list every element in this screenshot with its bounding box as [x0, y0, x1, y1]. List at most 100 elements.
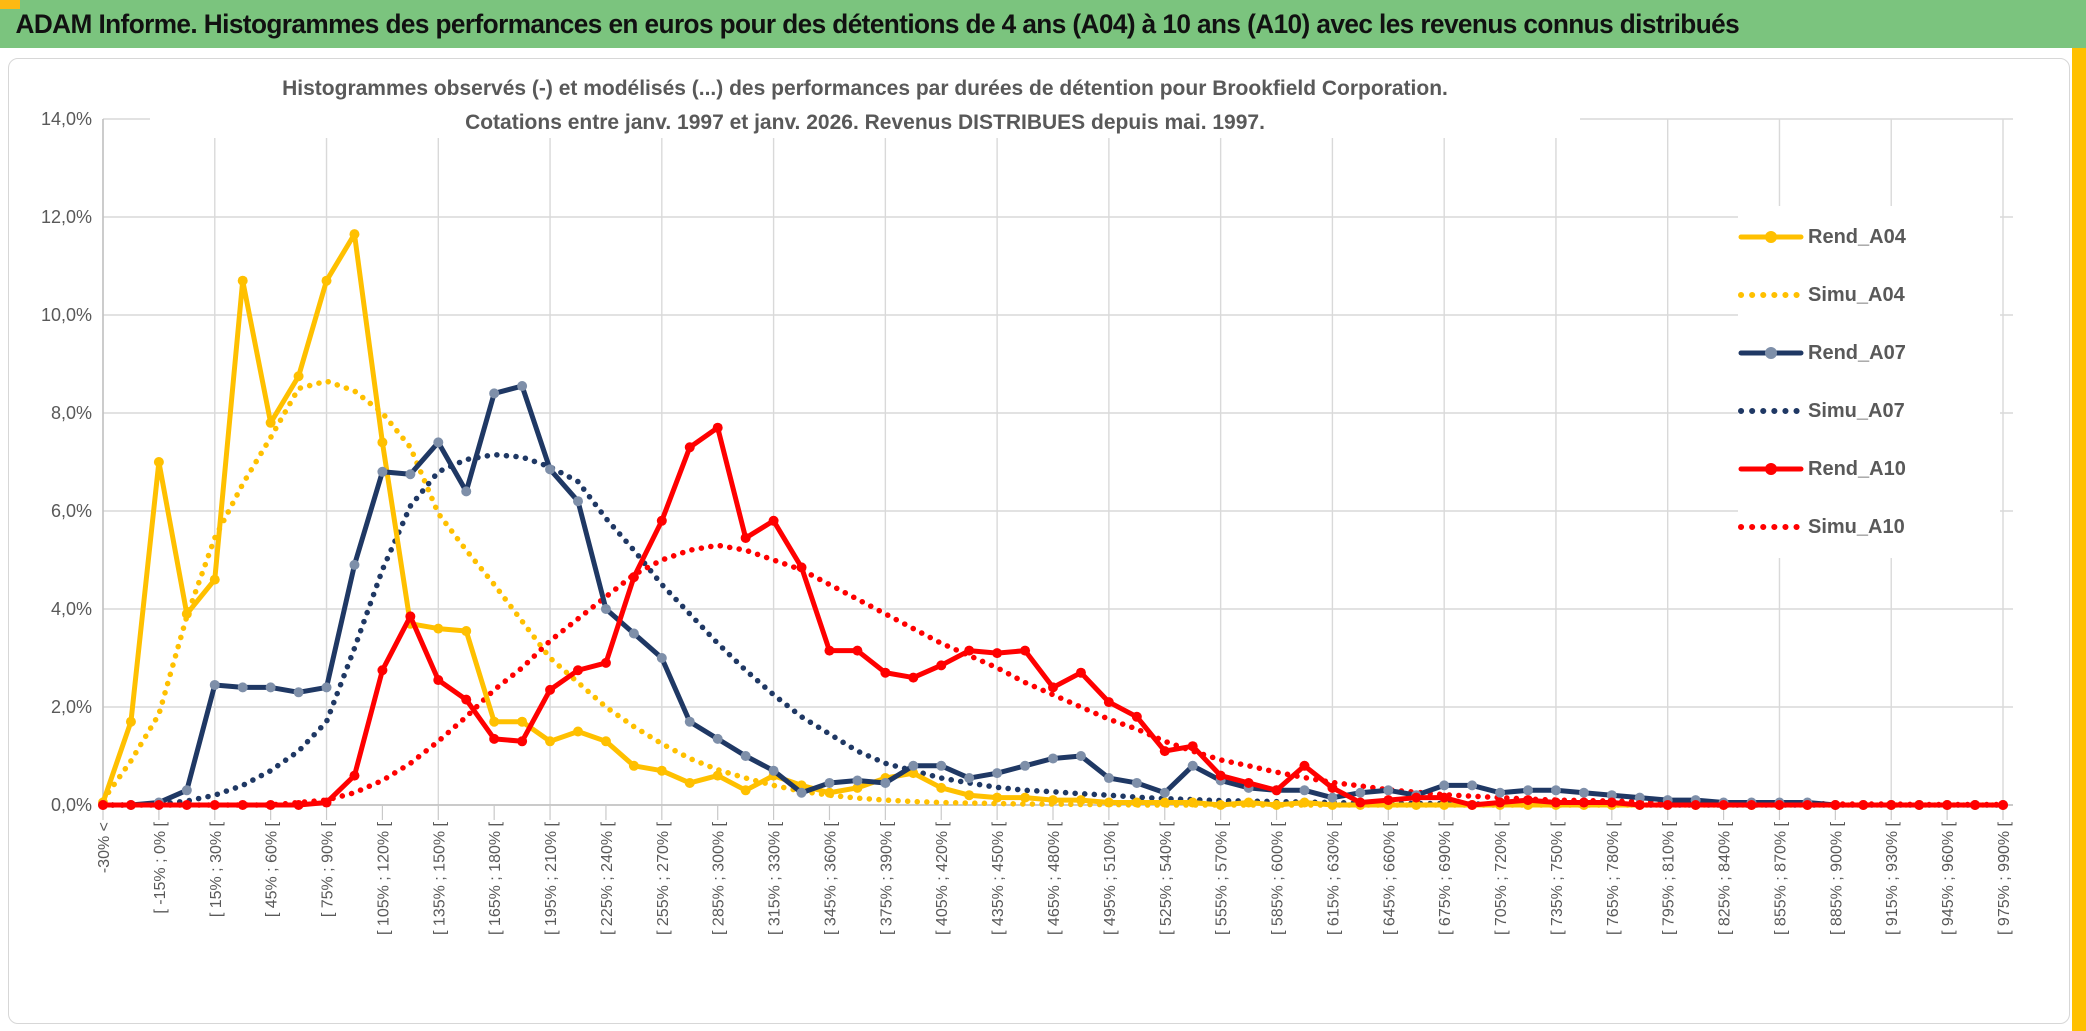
marker-Rend_A04 — [489, 716, 500, 727]
marker-Rend_A04 — [1439, 800, 1450, 810]
legend-dotted-sample-icon — [1738, 524, 1804, 530]
x-axis-tick-label: [ 765% ; 780% [ — [1605, 821, 1622, 935]
marker-Rend_A10 — [181, 800, 192, 810]
marker-Rend_A04 — [656, 765, 667, 776]
x-axis-tick-label: [ 495% ; 510% [ — [1102, 821, 1119, 935]
marker-Rend_A04 — [433, 623, 444, 634]
x-axis-tick-label: [ 555% ; 570% [ — [1214, 821, 1231, 935]
marker-Rend_A07 — [1187, 760, 1198, 771]
marker-Rend_A10 — [1271, 785, 1282, 796]
marker-Rend_A07 — [1383, 785, 1394, 796]
marker-Rend_A07 — [1075, 751, 1086, 761]
x-axis-tick-label: [ 975% ; 990% [ — [1996, 821, 2013, 935]
marker-Rend_A04 — [1215, 800, 1226, 810]
marker-Rend_A10 — [684, 442, 695, 453]
marker-Rend_A10 — [936, 660, 947, 671]
marker-Rend_A07 — [936, 760, 947, 771]
marker-Rend_A07 — [1467, 780, 1478, 791]
marker-Rend_A10 — [545, 684, 556, 695]
marker-Rend_A04 — [1243, 797, 1254, 808]
legend-item-Rend_A04[interactable]: Rend_A04 — [1738, 208, 2000, 266]
marker-Rend_A10 — [1020, 645, 1031, 656]
marker-Rend_A10 — [321, 797, 332, 808]
series-Simu_A10 — [100, 542, 2006, 808]
marker-Rend_A10 — [1299, 760, 1310, 771]
marker-Rend_A10 — [992, 648, 1003, 659]
marker-Rend_A07 — [209, 679, 220, 690]
marker-Rend_A10 — [1690, 800, 1701, 810]
x-axis-tick-label: [ 525% ; 540% [ — [1158, 821, 1175, 935]
marker-Rend_A04 — [265, 417, 276, 428]
x-axis-tick-label: [ 225% ; 240% [ — [599, 821, 616, 935]
legend-item-Rend_A07[interactable]: Rend_A07 — [1738, 324, 2000, 382]
marker-Rend_A10 — [824, 645, 835, 656]
legend-label: Simu_A10 — [1808, 515, 1905, 538]
marker-Rend_A07 — [1020, 760, 1031, 771]
marker-Rend_A04 — [1411, 800, 1422, 810]
x-axis-tick-label: [ 135% ; 150% [ — [431, 821, 448, 935]
marker-Rend_A10 — [1858, 800, 1869, 810]
marker-Rend_A10 — [1998, 800, 2008, 810]
marker-Rend_A07 — [684, 716, 695, 727]
marker-Rend_A10 — [880, 667, 891, 678]
marker-Rend_A07 — [880, 777, 891, 788]
marker-Rend_A04 — [936, 782, 947, 793]
marker-Rend_A10 — [1075, 667, 1086, 678]
marker-Rend_A04 — [573, 726, 583, 737]
marker-Rend_A07 — [1299, 785, 1310, 796]
marker-Rend_A04 — [545, 736, 556, 747]
marker-Rend_A10 — [628, 572, 639, 583]
chart-title-line2: Cotations entre janv. 1997 et janv. 2026… — [150, 108, 1580, 138]
marker-Rend_A07 — [545, 464, 556, 475]
legend-label: Simu_A04 — [1808, 283, 1905, 306]
x-axis-tick-label: [ 885% ; 900% [ — [1828, 821, 1845, 935]
series-Simu_A07 — [100, 451, 2006, 808]
y-axis-tick-label: 14,0% — [41, 109, 92, 129]
x-axis-tick-label: [ 375% ; 390% [ — [878, 821, 895, 935]
marker-Rend_A07 — [433, 437, 444, 448]
legend-item-Simu_A04[interactable]: Simu_A04 — [1738, 266, 2000, 324]
marker-Rend_A07 — [740, 751, 751, 761]
marker-Rend_A04 — [824, 787, 835, 798]
marker-Rend_A07 — [181, 785, 192, 796]
marker-Rend_A04 — [908, 768, 919, 779]
legend-dotted-sample-icon — [1738, 292, 1804, 298]
marker-Rend_A10 — [405, 611, 416, 622]
x-axis-tick-label: [ 855% ; 870% [ — [1772, 821, 1789, 935]
x-axis-tick-label: [ 255% ; 270% [ — [655, 821, 672, 935]
marker-Rend_A10 — [1327, 782, 1338, 793]
marker-Rend_A07 — [824, 777, 835, 788]
marker-Rend_A04 — [1048, 795, 1058, 806]
legend-label: Rend_A04 — [1808, 225, 1906, 248]
marker-Rend_A10 — [489, 733, 500, 744]
marker-Rend_A10 — [377, 665, 388, 676]
chart-legend: Rend_A04 Simu_A04 Rend_A07 Simu_A07 Rend_A10… — [1738, 206, 2000, 558]
marker-Rend_A10 — [1662, 800, 1673, 810]
marker-Rend_A04 — [461, 626, 472, 637]
marker-Rend_A07 — [656, 653, 667, 663]
marker-Rend_A10 — [1467, 800, 1478, 810]
legend-item-Simu_A10[interactable]: Simu_A10 — [1738, 498, 2000, 556]
report-title: ADAM Informe. Histogrammes des performan… — [15, 8, 1740, 39]
marker-Rend_A10 — [573, 665, 583, 676]
marker-Rend_A04 — [181, 608, 192, 619]
marker-Rend_A07 — [1355, 787, 1366, 798]
x-axis-tick-label: [ -15% ; 0% [ — [152, 821, 169, 913]
legend-label: Rend_A10 — [1808, 457, 1906, 480]
marker-Rend_A10 — [1131, 711, 1142, 722]
marker-Rend_A07 — [852, 775, 863, 786]
y-axis-tick-label: 4,0% — [51, 599, 92, 619]
x-axis-tick-label: [ 615% ; 630% [ — [1325, 821, 1342, 935]
marker-Rend_A07 — [461, 486, 472, 497]
marker-Rend_A04 — [712, 770, 723, 781]
legend-item-Rend_A10[interactable]: Rend_A10 — [1738, 440, 2000, 498]
marker-Rend_A07 — [1550, 785, 1561, 796]
y-axis-tick-label: 8,0% — [51, 403, 92, 423]
marker-Rend_A10 — [461, 694, 472, 705]
marker-Rend_A10 — [908, 672, 919, 683]
legend-item-Simu_A07[interactable]: Simu_A07 — [1738, 382, 2000, 440]
marker-Rend_A10 — [153, 800, 164, 810]
marker-Rend_A10 — [740, 532, 751, 543]
marker-Rend_A10 — [1048, 682, 1058, 693]
